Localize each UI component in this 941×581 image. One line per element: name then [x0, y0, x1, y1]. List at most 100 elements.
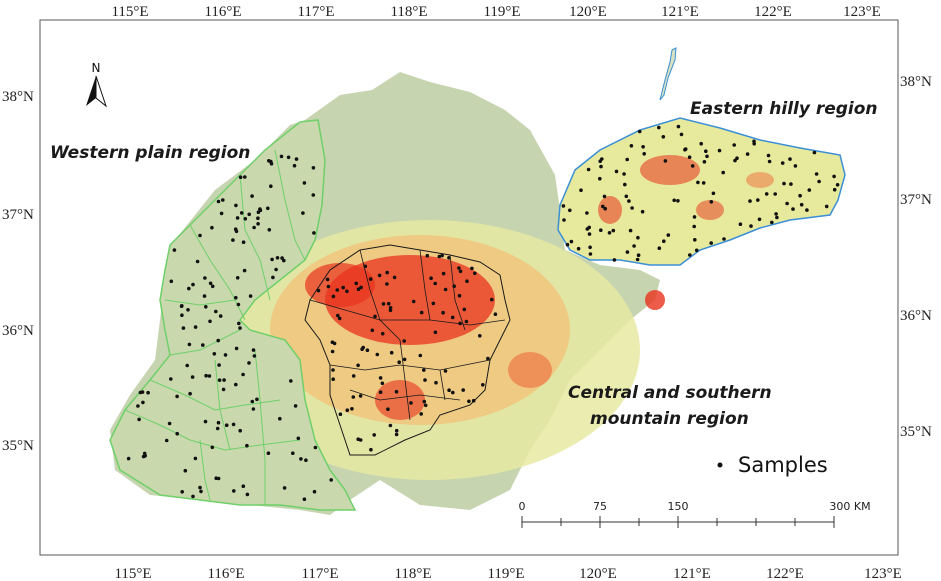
sample-point [423, 378, 427, 382]
sample-point [441, 310, 445, 315]
sample-point [329, 478, 334, 482]
sample-point [292, 163, 297, 168]
sample-point [607, 231, 612, 235]
sample-point [782, 181, 786, 186]
sample-point [394, 389, 399, 394]
sample-point [341, 285, 346, 290]
sample-point [215, 426, 220, 431]
sample-point [255, 397, 259, 402]
sample-point [471, 398, 476, 403]
sample-point [172, 248, 177, 252]
sample-point [250, 194, 254, 198]
sample-point [385, 282, 389, 286]
sample-point [749, 224, 753, 228]
sample-point [356, 363, 360, 368]
sample-point [705, 154, 709, 159]
sample-point [569, 239, 574, 244]
bottom-tick-119: 119°E [487, 566, 524, 581]
top-tick-121: 121°E [661, 4, 699, 20]
sample-point [394, 432, 399, 437]
sample-point [385, 270, 390, 275]
scale-label-0: 0 [519, 500, 526, 513]
elevation-high-band-4 [508, 352, 552, 388]
eastern-relief-1 [640, 155, 700, 185]
sample-point [221, 387, 226, 392]
north-arrow-icon [86, 76, 96, 106]
top-tick-122: 122°E [754, 4, 792, 20]
sample-point [235, 276, 240, 280]
sample-point [709, 200, 714, 204]
sample-point [222, 378, 226, 382]
sample-point [241, 372, 245, 377]
eastern-relief-3 [696, 200, 724, 220]
sample-point [666, 233, 671, 237]
north-arrow-icon-right [95, 75, 108, 108]
sample-point [627, 199, 631, 203]
sample-point [267, 159, 271, 163]
sample-point [791, 207, 795, 211]
sample-point [473, 271, 477, 276]
sample-point [373, 314, 377, 319]
sample-point [493, 312, 498, 317]
sample-point [692, 224, 696, 229]
sample-point [481, 383, 485, 387]
sample-point [443, 287, 448, 292]
sample-point [602, 194, 607, 199]
sample-point [312, 231, 316, 235]
sample-point [733, 158, 737, 163]
sample-point [611, 228, 616, 233]
sample-point [586, 167, 591, 172]
sample-point [447, 255, 451, 260]
sample-point [204, 305, 208, 309]
sample-point [241, 484, 246, 489]
top-tick-118: 118°E [390, 4, 427, 20]
sample-point [447, 388, 451, 393]
sample-point [774, 212, 778, 216]
sample-point [345, 289, 349, 294]
sample-point [217, 363, 221, 367]
north-arrow-label: N [92, 61, 101, 75]
sample-point [238, 175, 243, 179]
sample-point [764, 192, 769, 196]
sample-point [422, 399, 427, 404]
sample-point [835, 183, 840, 187]
sample-point [636, 253, 641, 257]
sample-point [195, 259, 200, 264]
sample-point [676, 199, 680, 203]
sample-point [217, 378, 222, 383]
sample-point [271, 275, 275, 280]
sample-point [203, 276, 207, 280]
sample-point [672, 198, 676, 203]
sample-point [330, 340, 335, 345]
sample-point [126, 456, 131, 461]
sample-point [210, 225, 214, 230]
sample-point [203, 419, 208, 424]
sample-point [302, 497, 307, 502]
sample-point [351, 374, 356, 378]
elevation-high-band-5 [645, 290, 665, 310]
sample-point [486, 356, 490, 361]
sample-point [378, 390, 383, 395]
sample-point [311, 193, 316, 197]
sample-point [722, 237, 726, 241]
sample-point [780, 161, 785, 165]
bottom-tick-118: 118°E [394, 566, 431, 581]
sample-point [293, 404, 298, 408]
sample-point [270, 257, 274, 262]
bottom-tick-116: 116°E [207, 566, 244, 581]
sample-point [757, 217, 762, 222]
central-county-borders [309, 249, 506, 421]
top-tick-120: 120°E [569, 4, 607, 20]
top-tick-116: 116°E [204, 4, 241, 20]
sample-point [274, 267, 278, 272]
sample-point [629, 144, 634, 148]
sample-point [360, 347, 364, 352]
scale-bar: 0 75 150 300 KM [519, 500, 871, 528]
sample-point [237, 321, 241, 326]
sample-point [773, 192, 777, 196]
sample-point [738, 222, 743, 226]
sample-point [380, 381, 385, 386]
sample-point [368, 277, 373, 281]
sample-point [243, 175, 247, 179]
sample-point [735, 156, 739, 160]
